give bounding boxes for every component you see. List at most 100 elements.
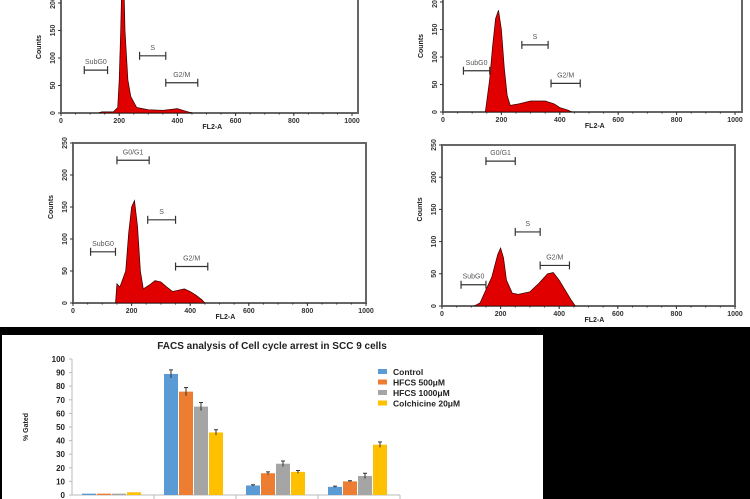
x-axis-label: FL2-A	[585, 123, 605, 130]
y-tick-label: 150	[431, 203, 438, 215]
gate-label: S	[159, 209, 164, 216]
bar-chart-title: FACS analysis of Cell cycle arrest in SC…	[157, 341, 387, 352]
plot-frame	[60, 0, 359, 114]
y-tick-label: 50	[432, 81, 439, 89]
y-tick-label: 250	[431, 139, 438, 151]
bar	[164, 373, 178, 495]
gate-marker: G2/M	[539, 254, 571, 270]
x-axis-label: FL2-A	[202, 124, 222, 131]
gate-label: G2/M	[557, 72, 574, 79]
legend-label: HFCS 1000μM	[393, 388, 450, 398]
gate-marker: G0/G1	[485, 150, 516, 166]
gate-label: S	[533, 34, 538, 41]
y-tick-label: 100	[432, 51, 439, 63]
x-tick-label: 600	[612, 117, 624, 124]
histogram-panel-4: 0 200 400 600 800 1000 FL2-A 0 50 100 150 200 250 Cou…	[417, 139, 743, 324]
x-tick-label: 600	[230, 118, 242, 125]
gate-label: G2/M	[183, 256, 200, 263]
plot-frame	[442, 0, 743, 113]
legend-swatch	[378, 369, 387, 374]
bar	[194, 406, 208, 495]
bar	[276, 463, 290, 495]
y-tick-label: 100	[431, 236, 438, 248]
bar	[291, 471, 305, 495]
x-tick-label: 800	[302, 308, 314, 315]
legend-label: Colchicine 20μM	[393, 399, 460, 409]
x-tick-label: 600	[243, 308, 255, 315]
bar-y-tick-label: 0	[61, 491, 66, 499]
legend-item: Control	[378, 367, 423, 377]
bar	[82, 493, 96, 495]
x-tick-label: 0	[59, 118, 63, 125]
y-tick-label: 200	[431, 171, 438, 183]
x-axis-label: FL2-A	[215, 314, 235, 321]
gate-marker: SubG0	[462, 60, 491, 75]
x-tick-label: 200	[113, 118, 125, 125]
bar-y-tick-label: 40	[56, 437, 65, 446]
gate-marker: S	[514, 221, 541, 236]
x-axis-label: FL2-A	[584, 317, 604, 324]
y-axis-label: Counts	[36, 35, 43, 59]
bar-y-tick-label: 90	[56, 369, 65, 378]
gate-marker: G2/M	[174, 256, 209, 271]
bar-chart-background	[2, 335, 543, 499]
bar	[209, 432, 223, 495]
histogram-area	[98, 0, 193, 113]
y-tick-label: 0	[432, 110, 439, 114]
y-axis-label: Counts	[417, 197, 424, 221]
gate-label: SubG0	[463, 274, 485, 281]
x-tick-label: 200	[495, 311, 507, 318]
gate-marker: S	[147, 209, 177, 224]
bar-y-tick-label: 10	[56, 477, 65, 486]
legend-label: Control	[393, 367, 423, 377]
bar	[328, 486, 342, 495]
gate-marker: S	[521, 34, 549, 49]
y-tick-label: 100	[50, 52, 57, 64]
gate-marker: SubG0	[89, 241, 117, 256]
bar-y-tick-label: 50	[56, 423, 65, 432]
x-tick-label: 1000	[344, 118, 360, 125]
y-tick-label: 200	[432, 0, 439, 8]
legend-label: HFCS 500μM	[393, 378, 445, 388]
gate-label: SubG0	[92, 241, 114, 248]
y-axis-label: Counts	[418, 34, 425, 58]
bar	[261, 473, 275, 495]
y-tick-label: 250	[62, 137, 69, 149]
legend-item: Colchicine 20μM	[378, 399, 460, 409]
y-tick-label: 0	[431, 304, 438, 308]
x-tick-label: 1000	[727, 311, 743, 318]
x-tick-label: 600	[612, 311, 624, 318]
bar	[373, 444, 387, 495]
y-tick-label: 50	[431, 270, 438, 278]
legend-swatch	[378, 390, 387, 395]
y-tick-label: 50	[50, 82, 57, 90]
gate-label: S	[525, 221, 530, 228]
x-tick-label: 200	[496, 117, 508, 124]
y-tick-label: 0	[62, 301, 69, 305]
bar	[358, 475, 372, 495]
bar	[179, 391, 193, 495]
histogram-area	[474, 246, 576, 306]
y-tick-label: 150	[50, 25, 57, 37]
bar-y-axis-label: % Gated	[23, 413, 30, 441]
histogram-panel-2: 0 200 400 600 800 1000 FL2-A 0 50 100 150 200 Counts…	[418, 0, 743, 130]
legend-item: HFCS 1000μM	[378, 388, 450, 398]
x-tick-label: 400	[184, 308, 196, 315]
bar	[112, 493, 126, 495]
histogram-area	[115, 199, 206, 303]
gate-marker: S	[138, 45, 167, 60]
histogram-panel-1: 0 200 400 600 800 1000 FL2-A 0 50 100 150 200 Counts…	[36, 0, 360, 131]
gate-marker: G2/M	[165, 72, 199, 87]
y-tick-label: 200	[50, 0, 57, 9]
bar-y-tick-label: 20	[56, 464, 65, 473]
bar-y-tick-label: 60	[56, 409, 65, 418]
gate-label: SubG0	[466, 60, 488, 67]
gate-label: G0/G1	[490, 150, 511, 157]
x-tick-label: 800	[671, 311, 683, 318]
bar	[97, 493, 111, 495]
y-tick-label: 50	[62, 267, 69, 275]
y-tick-label: 150	[62, 201, 69, 213]
bar	[127, 492, 141, 495]
gate-label: S	[150, 45, 155, 52]
legend-swatch	[378, 400, 387, 406]
